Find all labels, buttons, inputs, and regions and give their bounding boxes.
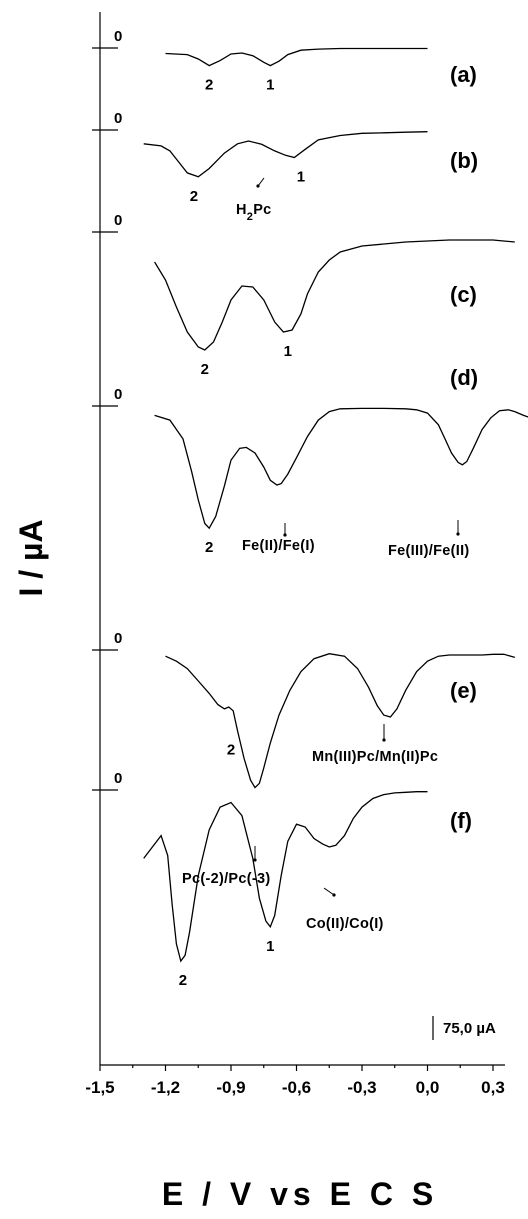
y-axis-label: I / µA: [13, 519, 49, 596]
trace-3: [154, 239, 515, 351]
axes: -1,5 -1,2 -0,9 -0,6 -0,3 0,0 0,3 E / V vs E C S…: [13, 12, 505, 1212]
trace-4: [154, 407, 528, 530]
traces: [143, 47, 528, 963]
scale-bar-label: 75,0 µA: [443, 1020, 496, 1037]
annotation-label: Mn(III)Pc/Mn(II)Pc: [312, 749, 438, 765]
panel-label: (c): [450, 282, 477, 307]
zero-label: 0: [114, 770, 122, 787]
x-tick-label: 0,0: [416, 1078, 440, 1097]
x-tick-label: 0,3: [481, 1078, 505, 1097]
annotation-arrowhead: [382, 738, 386, 742]
zero-label: 0: [114, 212, 122, 229]
annotation-label: Co(II)/Co(I): [306, 916, 384, 932]
zero-label: 0: [114, 630, 122, 647]
peak-label: 1: [266, 938, 274, 955]
x-tick-label: -0,9: [216, 1078, 245, 1097]
annotation-label: Fe(III)/Fe(II): [388, 543, 470, 559]
panel-label: (e): [450, 678, 477, 703]
x-tick-label: -0,6: [282, 1078, 311, 1097]
panel-label: (b): [450, 148, 478, 173]
zero-label: 0: [114, 386, 122, 403]
peak-label: 1: [297, 169, 305, 186]
peak-label: 2: [205, 77, 213, 94]
annotation-label: Fe(II)/Fe(I): [242, 538, 315, 554]
trace-5: [165, 653, 515, 789]
x-tick-label: -0,3: [347, 1078, 376, 1097]
annotation-arrowhead: [332, 893, 336, 897]
peak-label: 2: [179, 972, 187, 989]
x-tick-label: -1,2: [151, 1078, 180, 1097]
zero-label: 0: [114, 110, 122, 127]
peak-label: 1: [284, 343, 292, 360]
peak-label: 2: [190, 188, 198, 205]
annotation-label: H2Pc: [236, 202, 272, 223]
trace-6: [143, 791, 428, 963]
peak-label: 2: [205, 539, 213, 556]
annotation-arrowhead: [253, 858, 257, 862]
annotation-arrowhead: [256, 184, 260, 188]
panel-label: (a): [450, 62, 477, 87]
trace-1: [165, 47, 428, 67]
x-tick-label: -1,5: [85, 1078, 114, 1097]
zero-label: 0: [114, 28, 122, 45]
peak-label: 2: [201, 361, 209, 378]
panel-label: (d): [450, 365, 478, 390]
annotation-arrow: [323, 887, 335, 896]
annotation-arrowhead: [283, 533, 287, 537]
trace-2: [143, 131, 428, 178]
annotation-label: Pc(-2)/Pc(-3): [182, 871, 271, 887]
annotation-arrowhead: [456, 532, 460, 536]
peak-label: 1: [266, 77, 274, 94]
peak-label: 2: [227, 742, 235, 759]
annotation-arrow: [257, 177, 265, 187]
panel-label: (f): [450, 808, 472, 833]
x-axis-label: E / V vs E C S: [162, 1176, 438, 1212]
labels: (a) 2 1 (b) 2 1 (c) 2 1 (d) 2 (e) 2 (f) 2 1 H2Pc Fe(II)/F…: [179, 62, 478, 989]
